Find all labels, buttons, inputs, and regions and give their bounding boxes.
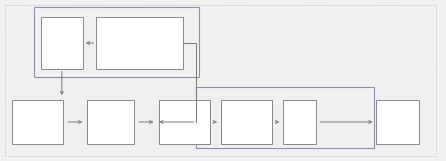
Bar	[34, 7, 198, 77]
Bar	[376, 100, 419, 144]
Bar	[196, 87, 374, 147]
Bar	[158, 100, 210, 144]
Bar	[283, 100, 316, 144]
Bar	[41, 17, 83, 69]
Bar	[87, 100, 134, 144]
Bar	[221, 100, 272, 144]
Bar	[12, 100, 63, 144]
Bar	[96, 17, 183, 69]
